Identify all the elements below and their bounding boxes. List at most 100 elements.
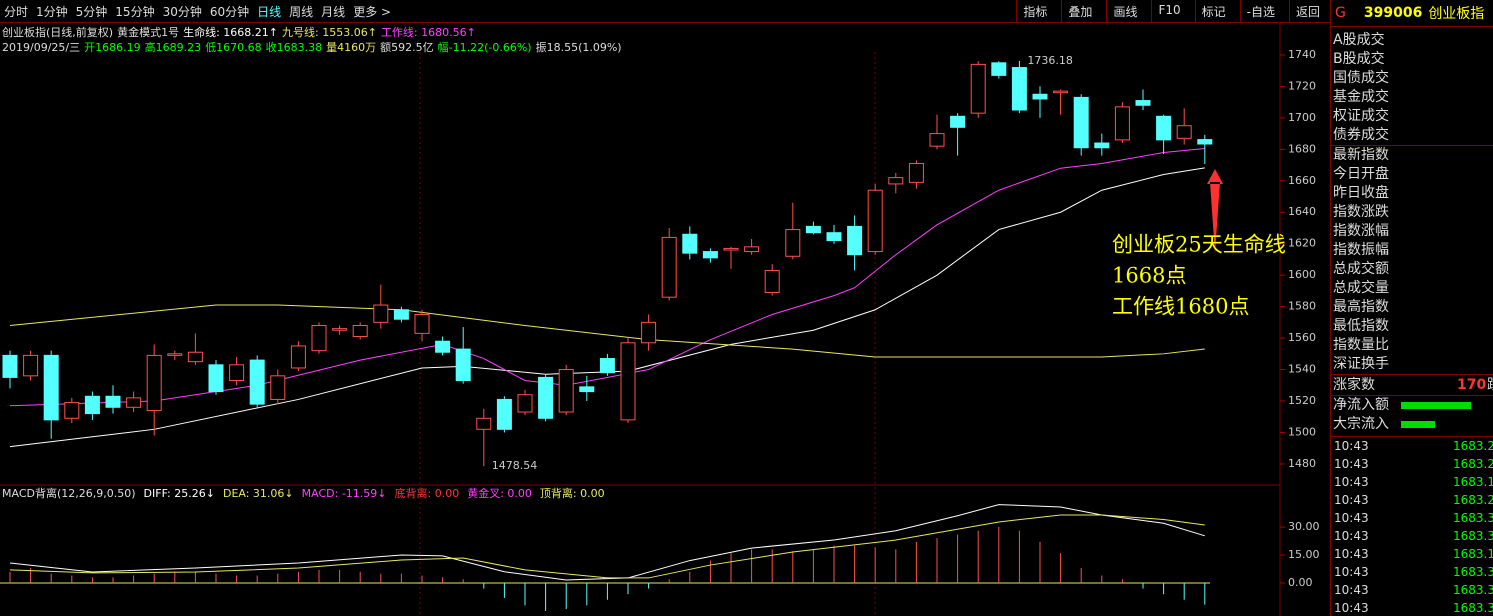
y-tick-label: 1580 <box>1288 300 1316 313</box>
tick-row: 10:43 1683.2 <box>1331 439 1493 457</box>
field-label: 指数涨幅 <box>1333 223 1389 239</box>
tick-price: 1683.1 <box>1453 547 1493 561</box>
tick-price: 1683.2 <box>1453 439 1493 453</box>
toolbar-button[interactable]: 分时 <box>4 4 29 19</box>
candle-body <box>1073 96 1089 149</box>
toolbar-button[interactable]: 返回 <box>1288 0 1326 22</box>
macd-legend: MACD背离(12,26,9,0.50) DIFF: 25.26↓ DEA: 31.… <box>2 486 605 500</box>
candle-body <box>1176 125 1192 139</box>
y-tick-label: 1720 <box>1288 79 1316 92</box>
toolbar-button[interactable]: 5分钟 <box>75 4 108 19</box>
candle-body <box>558 369 574 413</box>
volume: 量4160万 <box>326 41 377 54</box>
y-tick-label: 30.00 <box>1288 520 1320 533</box>
toolbar-button[interactable]: 周线 <box>289 4 314 19</box>
tick-row: 10:43 1683.3 <box>1331 565 1493 583</box>
toolbar-button[interactable]: 叠加 <box>1061 0 1098 22</box>
fall-label: 跌 <box>1487 375 1493 395</box>
candle-body <box>290 345 306 369</box>
annotation: 创业板25天生命线 <box>1112 233 1286 257</box>
field-label: 指数涨跌 <box>1333 204 1389 220</box>
field-label: 今日开盘 <box>1333 166 1389 182</box>
candle-body <box>393 309 409 320</box>
tick-row: 10:43 1683.3 <box>1331 511 1493 529</box>
toolbar-button[interactable]: 日线 <box>257 4 282 19</box>
candle-body <box>867 189 883 253</box>
toolbar-button[interactable]: -自选 <box>1239 0 1281 22</box>
toolbar-button[interactable]: 1分钟 <box>36 4 68 19</box>
y-tick-label: 0.00 <box>1288 576 1313 589</box>
y-tick-label: 1740 <box>1288 48 1316 61</box>
candle-body <box>352 324 368 338</box>
candle-body <box>126 397 142 408</box>
candle-body <box>208 364 224 393</box>
toolbar-button[interactable]: F10 <box>1151 0 1186 22</box>
candle-body <box>435 340 451 353</box>
tick-price: 1683.3 <box>1453 565 1493 579</box>
field-label: 债券成交 <box>1331 126 1493 146</box>
tick-time: 10:43 <box>1334 439 1369 453</box>
toolbar-button[interactable]: 标记 <box>1194 0 1232 22</box>
candle-body <box>661 236 677 298</box>
amount: 额592.5亿 <box>380 41 434 54</box>
tick-price: 1683.1 <box>1453 475 1493 489</box>
candle-body <box>84 395 100 415</box>
candle-body <box>517 394 533 413</box>
tick-time: 10:43 <box>1334 565 1369 579</box>
field-label: 权证成交 <box>1333 108 1389 124</box>
candle-body <box>929 133 945 147</box>
toolbar-button[interactable]: 60分钟 <box>209 4 250 19</box>
candle-body <box>991 62 1007 76</box>
tick-price: 1683.2 <box>1453 457 1493 471</box>
candle-body <box>270 375 286 400</box>
y-tick-label: 1520 <box>1288 394 1316 407</box>
candle-body <box>620 342 636 421</box>
toolbar-button[interactable]: 画线 <box>1106 0 1143 22</box>
rise-row: 涨家数 170跌 <box>1331 375 1493 396</box>
annotation: 1668点 <box>1112 264 1186 288</box>
candle-body <box>311 324 327 352</box>
tick-time: 10:43 <box>1334 601 1369 615</box>
candle-body <box>1135 100 1151 106</box>
index-name: 创业板指(日线,前复权) <box>2 26 114 39</box>
mode: 黄金模式1号 <box>117 26 180 39</box>
tick-row: 10:43 1683.3 <box>1331 601 1493 616</box>
flow-row: 净流入额 <box>1331 396 1493 415</box>
toolbar-button[interactable]: 15分钟 <box>115 4 155 19</box>
macd-title: MACD背离(12,26,9,0.50) <box>2 486 136 500</box>
tick-row: 10:43 1683.2 <box>1331 493 1493 511</box>
candle-body <box>805 225 821 234</box>
candle-body <box>764 269 780 293</box>
candle-body <box>23 354 39 377</box>
candle-body <box>538 376 554 419</box>
candle-body <box>950 115 966 128</box>
y-tick-label: 1480 <box>1288 457 1316 470</box>
toolbar-button[interactable]: 更多 > <box>353 4 392 19</box>
header-line: 创业板指(日线,前复权) 黄金模式1号 生命线: 1668.21↑ 九号线: 1553… <box>2 24 480 40</box>
ticks: 10:43 1683.2 10:43 1683.2 10:43 1683.1 10:43 16… <box>1331 436 1493 616</box>
tick-row: 10:43 1683.1 <box>1331 475 1493 493</box>
candle-body <box>332 328 348 331</box>
candle-body <box>744 246 760 253</box>
toolbar-button[interactable]: 30分钟 <box>162 4 202 19</box>
flow-row: 大宗流入 <box>1331 415 1493 434</box>
field-label: 深证换手 <box>1331 355 1493 375</box>
y-tick-label: 1620 <box>1288 237 1316 250</box>
tick-price: 1683.3 <box>1453 511 1493 525</box>
y-tick-label: 1700 <box>1288 111 1316 124</box>
toolbar-button[interactable]: 指标 <box>1016 0 1053 22</box>
candle-body <box>414 313 430 334</box>
tick-price: 1683.3 <box>1453 529 1493 543</box>
toolbar: 分时 1分钟 5分钟 15分钟 30分钟 60分钟 日线 周线 月线 更多 > 指标 叠加 画线 F10 标… <box>0 0 1330 23</box>
toolbar-button[interactable]: 月线 <box>321 4 346 19</box>
candle-body <box>229 364 245 382</box>
ma-line <box>9 167 1205 448</box>
candle-body <box>682 233 698 254</box>
y-tick-label: 15.00 <box>1288 548 1320 561</box>
open: 开1686.19 <box>84 41 141 54</box>
rise-label: 涨家数 <box>1333 377 1375 393</box>
y-tick-label: 1660 <box>1288 174 1316 187</box>
change: 幅-11.22(-0.66%) <box>437 41 532 54</box>
candle-body <box>64 402 80 419</box>
